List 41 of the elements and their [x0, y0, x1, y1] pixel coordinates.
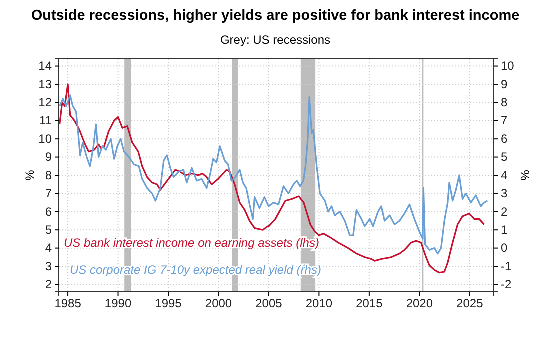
y2-tick-label: 9: [501, 77, 508, 92]
line-series: [59, 94, 488, 255]
y-tick-label: 3: [45, 259, 52, 274]
y2-tick-label: 4: [501, 168, 508, 182]
y-tick-label: 14: [38, 59, 52, 74]
y-tick-label: 10: [38, 132, 52, 146]
x-tick-label: 1990: [104, 296, 132, 311]
chart-title: Outside recessions, higher yields are positive for bank interest income: [31, 8, 520, 24]
y2-tick-label: 3: [501, 186, 508, 201]
x-tick-label: 2000: [205, 296, 232, 311]
y-tick-label: 9: [45, 150, 52, 164]
y2-axis-title: %: [518, 170, 532, 182]
y-tick-label: 4: [45, 241, 52, 256]
y-tick-label: 5: [45, 222, 52, 237]
y2-tick-label: 0: [501, 241, 508, 256]
x-tick-label: 2025: [456, 296, 484, 311]
y-tick-label: 13: [38, 77, 52, 92]
y-tick-label: 12: [38, 96, 52, 110]
x-tick-label: 2015: [356, 296, 384, 311]
y2-tick-label: 1: [501, 222, 508, 237]
y-tick-label: 2: [45, 278, 52, 292]
y2-tick-label: -1: [501, 259, 512, 274]
series-label: US bank interest income on earning assets (lhs): [64, 236, 320, 250]
y2-tick-label: 7: [501, 114, 508, 128]
x-tick-label: 2020: [406, 296, 434, 311]
x-tick-label: 2010: [306, 296, 333, 311]
y-tick-label: 6: [45, 204, 52, 219]
x-tick-label: 1985: [54, 296, 82, 311]
y2-tick-label: 10: [501, 59, 515, 74]
y2-tick-label: 6: [501, 132, 508, 146]
x-tick-label: 2005: [256, 296, 283, 311]
y-axis-title: %: [23, 170, 37, 181]
y-tick-label: 8: [45, 168, 52, 182]
y2-tick-label: -2: [501, 278, 512, 292]
y2-tick-label: 5: [501, 150, 508, 164]
y-tick-label: 7: [45, 186, 52, 201]
y-tick-label: 11: [40, 114, 52, 128]
y2-tick-label: 2: [501, 204, 508, 219]
x-tick-label: 1995: [155, 296, 182, 311]
y2-tick-label: 8: [501, 96, 508, 110]
chart-subtitle: Grey: US recessions: [220, 33, 331, 47]
